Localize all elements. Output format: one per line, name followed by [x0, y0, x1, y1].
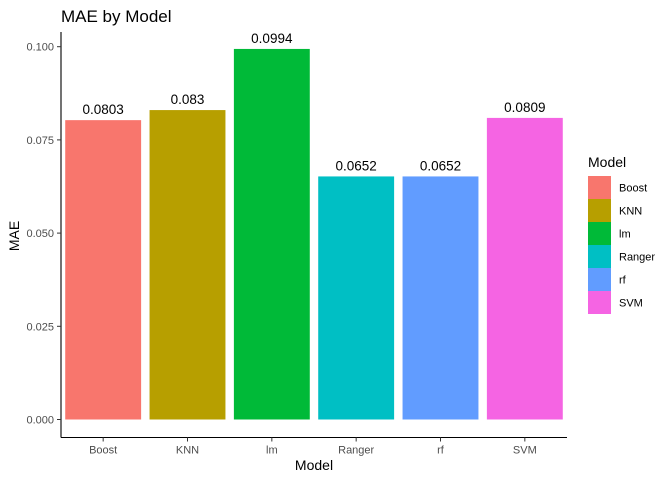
- legend-key-knn: [588, 199, 611, 222]
- data-labels-group: 0.0803 0.083 0.0994 0.0652 0.0652 0.0809: [83, 31, 546, 173]
- legend-label-svm: SVM: [619, 298, 643, 310]
- x-tick-label-ranger: Ranger: [338, 445, 374, 457]
- legend-key-boost: [588, 176, 611, 199]
- bar-svm: [486, 117, 563, 420]
- legend-label-rf: rf: [619, 275, 627, 287]
- legend-label-ranger: Ranger: [619, 252, 655, 264]
- chart-title: MAE by Model: [61, 7, 172, 26]
- y-axis-title: MAE: [6, 221, 22, 251]
- data-label-svm: 0.0809: [504, 100, 545, 115]
- x-tick-label-boost: Boost: [89, 445, 117, 457]
- x-tick-label-rf: rf: [437, 445, 445, 457]
- data-label-ranger: 0.0652: [336, 158, 377, 173]
- y-tick-label: 0.075: [26, 135, 54, 147]
- y-tick-label: 0.025: [26, 321, 54, 333]
- legend-label-boost: Boost: [619, 183, 647, 195]
- legend-key-svm: [588, 291, 611, 314]
- y-ticks-group: 0.000 0.025 0.050 0.075 0.100: [26, 42, 61, 427]
- x-tick-label-knn: KNN: [176, 445, 199, 457]
- bar-knn: [149, 110, 226, 420]
- y-tick-label: 0.100: [26, 42, 54, 54]
- data-label-boost: 0.0803: [83, 102, 124, 117]
- bar-lm: [233, 48, 310, 420]
- data-label-rf: 0.0652: [420, 158, 461, 173]
- bar-ranger: [318, 176, 395, 420]
- x-ticks-group: Boost KNN lm Ranger rf SVM: [89, 437, 537, 457]
- legend-key-rf: [588, 268, 611, 291]
- data-label-knn: 0.083: [171, 92, 205, 107]
- bar-boost: [65, 120, 142, 420]
- legend-title: Model: [588, 154, 626, 170]
- y-tick-label: 0.000: [26, 415, 54, 427]
- legend: Boost KNN lm Ranger rf SVM: [588, 176, 655, 314]
- legend-key-lm: [588, 222, 611, 245]
- x-axis-title: Model: [295, 457, 333, 473]
- bar-rf: [402, 176, 479, 420]
- legend-key-ranger: [588, 245, 611, 268]
- legend-label-lm: lm: [619, 229, 631, 241]
- x-tick-label-svm: SVM: [513, 445, 537, 457]
- x-tick-label-lm: lm: [266, 445, 278, 457]
- bars-group: [65, 48, 563, 420]
- data-label-lm: 0.0994: [251, 31, 293, 46]
- y-tick-label: 0.050: [26, 228, 54, 240]
- legend-label-knn: KNN: [619, 206, 642, 218]
